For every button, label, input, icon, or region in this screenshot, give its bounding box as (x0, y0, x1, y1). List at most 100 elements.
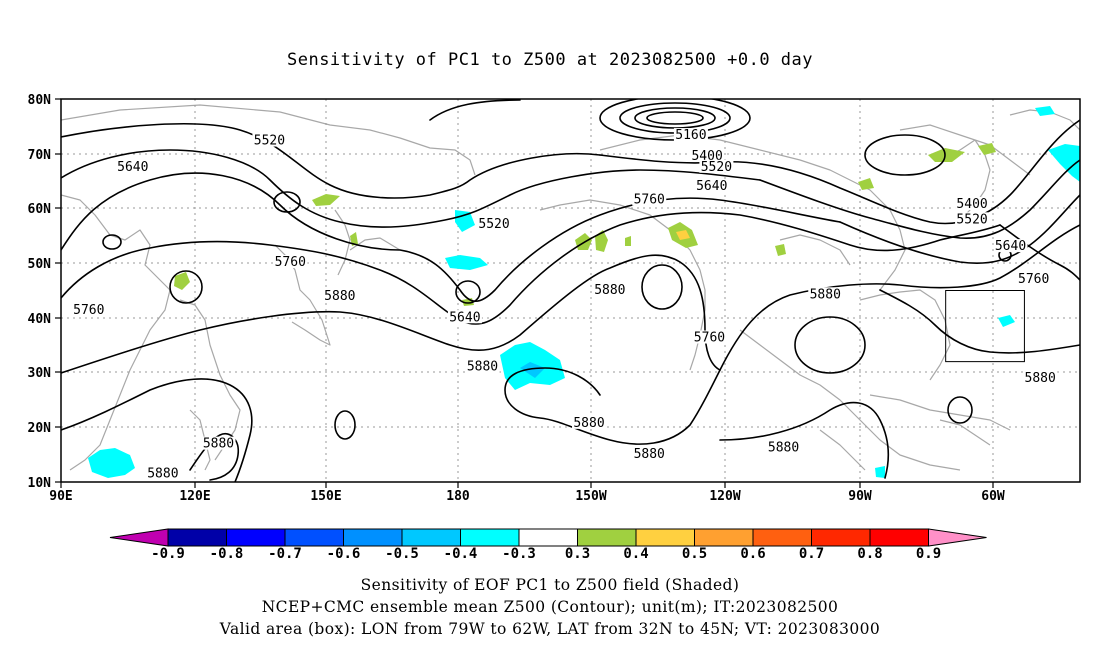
caption-line-1: Sensitivity of EOF PC1 to Z500 field (Sh… (360, 576, 740, 594)
contour-label: 5640 (696, 179, 727, 194)
contour-label-bg (955, 212, 990, 226)
contour-label: 5760 (1018, 272, 1049, 287)
contour-label: 5880 (324, 289, 355, 304)
colorbar-label: 0.7 (799, 546, 824, 562)
contour-label-bg (447, 310, 482, 324)
colorbar-label: -0.4 (444, 546, 478, 562)
colorbar-swatch (460, 528, 520, 547)
colorbar-swatch (577, 528, 637, 547)
contour-label: 5880 (467, 360, 498, 375)
latitude-labels: 80N 70N 60N 50N 40N 30N 20N 10N (28, 93, 52, 491)
contour-label: 5520 (956, 212, 987, 227)
contour-label-bg (673, 128, 708, 142)
contour-label: 5760 (694, 331, 725, 346)
sensitivity-shading (88, 106, 1080, 478)
colorbar-swatch (869, 528, 929, 547)
lon-label: 150W (575, 489, 606, 504)
lon-label: 90E (49, 489, 72, 504)
contour-label-bg (766, 440, 801, 454)
colorbar-label: -0.3 (502, 546, 536, 562)
contour-label-bg (692, 330, 727, 344)
colorbar-swatch (694, 528, 754, 547)
colorbar: -0.9 -0.8 -0.7 -0.6 -0.5 -0.4 -0.3 0.3 0.4 0.5 0.6… (109, 528, 987, 562)
contour-label-bg (115, 159, 150, 173)
colorbar-swatch (635, 528, 695, 547)
contour-label: 5640 (995, 239, 1026, 254)
colorbar-label: -0.9 (151, 546, 185, 562)
contour-labels: 5520564051605400552056405760552054005520… (71, 128, 1058, 482)
contour-label-bg (145, 466, 180, 480)
colorbar-swatch (752, 528, 812, 547)
colorbar-swatch (401, 528, 461, 547)
colorbar-swatch (811, 528, 871, 547)
contour-label-bg (632, 192, 667, 206)
contour-label: 5880 (810, 287, 841, 302)
axis-ticks (55, 98, 994, 488)
contour-label-bg (694, 178, 729, 192)
lat-label: 80N (28, 93, 52, 108)
contour-label: 5760 (73, 303, 104, 318)
captions: Sensitivity of EOF PC1 to Z500 field (Sh… (0, 574, 1100, 640)
colorbar-swatch (284, 528, 344, 547)
lon-label: 180 (446, 489, 470, 504)
contour-label-bg (71, 303, 106, 317)
caption-line-3: Valid area (box): LON from 79W to 62W, L… (219, 620, 881, 638)
contour-label: 5400 (956, 197, 987, 212)
lat-label: 60N (28, 202, 52, 217)
contour-label: 5520 (701, 160, 732, 175)
colorbar-label: -0.8 (210, 546, 244, 562)
contour-label-bg (322, 288, 357, 302)
contour-label-bg (201, 436, 236, 450)
contour-label: 5880 (594, 283, 625, 298)
contour-label: 5880 (634, 447, 665, 462)
contour-label: 5520 (478, 217, 509, 232)
lon-label: 60W (981, 489, 1005, 504)
lat-label: 70N (28, 148, 52, 163)
valid-area-box (945, 290, 1025, 363)
contour-label-bg (572, 415, 607, 429)
colorbar-label: -0.5 (385, 546, 419, 562)
colorbar-swatch (167, 528, 227, 547)
map-area (61, 99, 1080, 482)
contour-label-bg (632, 447, 667, 461)
contour-label: 5760 (275, 255, 306, 270)
colorbar-label: -0.7 (268, 546, 302, 562)
caption-line-2: NCEP+CMC ensemble mean Z500 (Contour); u… (261, 598, 839, 616)
lon-label: 150E (310, 489, 341, 504)
contour-label: 5640 (449, 310, 480, 325)
contour-label-bg (690, 148, 725, 162)
colorbar-label: 0.8 (857, 546, 882, 562)
colorbar-label: 0.9 (916, 546, 941, 562)
lon-label: 90W (848, 489, 872, 504)
lat-label: 50N (28, 257, 52, 272)
contour-label: 5880 (1025, 371, 1056, 386)
lon-label: 120E (179, 489, 210, 504)
colorbar-swatch (343, 528, 403, 547)
chart-title: Sensitivity of PC1 to Z500 at 2023082500… (286, 50, 813, 70)
lat-label: 10N (28, 476, 52, 491)
contour-label-bg (465, 359, 500, 373)
map-frame (60, 98, 1081, 483)
colorbar-label: 0.3 (565, 546, 590, 562)
lat-label: 30N (28, 366, 52, 381)
colorbar-label: 0.5 (682, 546, 707, 562)
contour-label-bg (808, 287, 843, 301)
contour-label-bg (1023, 370, 1058, 384)
colorbar-label: 0.4 (623, 546, 648, 562)
contour-label-bg (955, 197, 990, 211)
lat-label: 40N (28, 312, 52, 327)
contour-label: 5640 (117, 160, 148, 175)
contour-label: 5880 (147, 467, 178, 482)
colorbar-swatch (518, 528, 578, 547)
contour-label: 5880 (768, 440, 799, 455)
contour-label: 5760 (634, 193, 665, 208)
contour-label-bg (252, 133, 287, 147)
contour-label: 5520 (254, 134, 285, 149)
colorbar-label: -0.6 (327, 546, 361, 562)
z500-contours (61, 99, 1080, 482)
contour-label-bg (477, 217, 512, 231)
contour-label-bg (273, 255, 308, 269)
contour-label: 5160 (675, 128, 706, 143)
colorbar-label: 0.6 (740, 546, 765, 562)
